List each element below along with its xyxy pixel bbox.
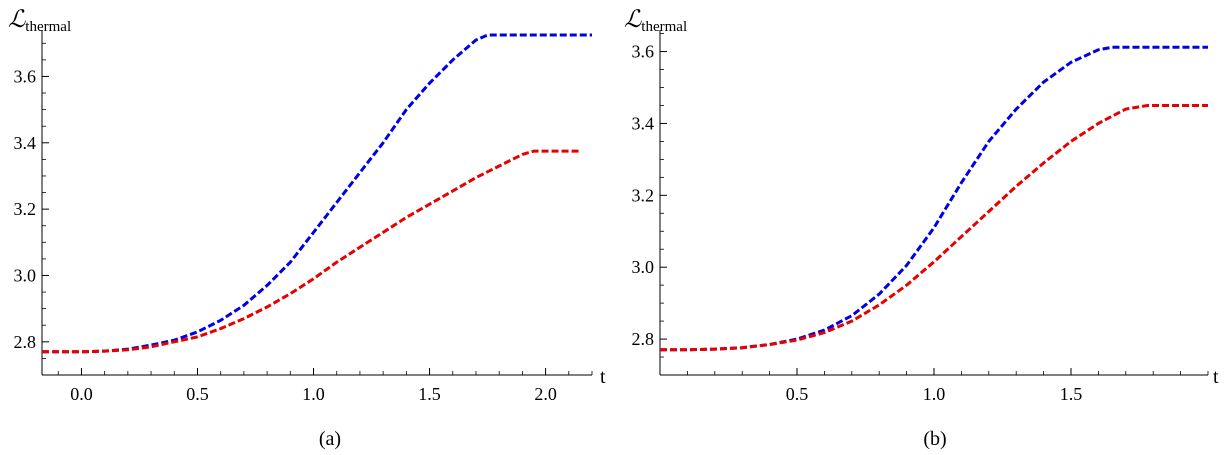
y-tick-label: 3.0 xyxy=(632,257,655,277)
y-tick-label: 2.8 xyxy=(14,332,37,352)
x-tick-label: 0.0 xyxy=(70,384,93,404)
x-axis-label: t xyxy=(600,366,606,388)
series-line-red xyxy=(42,149,581,354)
y-axis-label-subscript: thermal xyxy=(641,19,687,35)
x-tick-label: 1.0 xyxy=(923,384,946,404)
y-tick-label: 3.6 xyxy=(14,66,37,86)
y-axis-label: ℒthermal xyxy=(624,7,687,35)
series-line-blue xyxy=(42,33,592,354)
y-tick-label: 3.0 xyxy=(14,265,37,285)
series-line-red xyxy=(660,104,1208,352)
y-tick-label: 3.4 xyxy=(14,133,37,153)
y-tick-label: 2.8 xyxy=(632,329,655,349)
y-axis-label-symbol: ℒ xyxy=(624,7,642,33)
y-tick-label: 3.4 xyxy=(632,113,655,133)
x-tick-label: 0.5 xyxy=(186,384,209,404)
panel-caption: (b) xyxy=(923,428,946,450)
panel-a: 0.0 0.5 1.0 1.5 2.0 2.8 3.0 3.2 3.4 3.6 ℒthermal t (… xyxy=(8,7,606,450)
y-tick-label: 3.2 xyxy=(632,185,655,205)
panel-b: 0.5 1.0 1.5 2.8 3.0 3.2 3.4 3.6 ℒthermal t (b) xyxy=(624,7,1219,450)
x-tick-label: 1.0 xyxy=(302,384,325,404)
panel-caption: (a) xyxy=(319,428,341,450)
y-axis-label-symbol: ℒ xyxy=(8,7,26,33)
series-line-blue xyxy=(660,45,1208,352)
y-tick-label: 3.2 xyxy=(14,199,37,219)
y-tick-label: 3.6 xyxy=(632,42,655,62)
x-axis-label: t xyxy=(1213,366,1219,388)
x-tick-label: 1.5 xyxy=(1060,384,1083,404)
y-axis-label-subscript: thermal xyxy=(25,19,71,35)
y-axis-label: ℒthermal xyxy=(8,7,71,35)
x-tick-label: 0.5 xyxy=(786,384,809,404)
x-tick-label: 1.5 xyxy=(418,384,441,404)
x-tick-label: 2.0 xyxy=(534,384,557,404)
